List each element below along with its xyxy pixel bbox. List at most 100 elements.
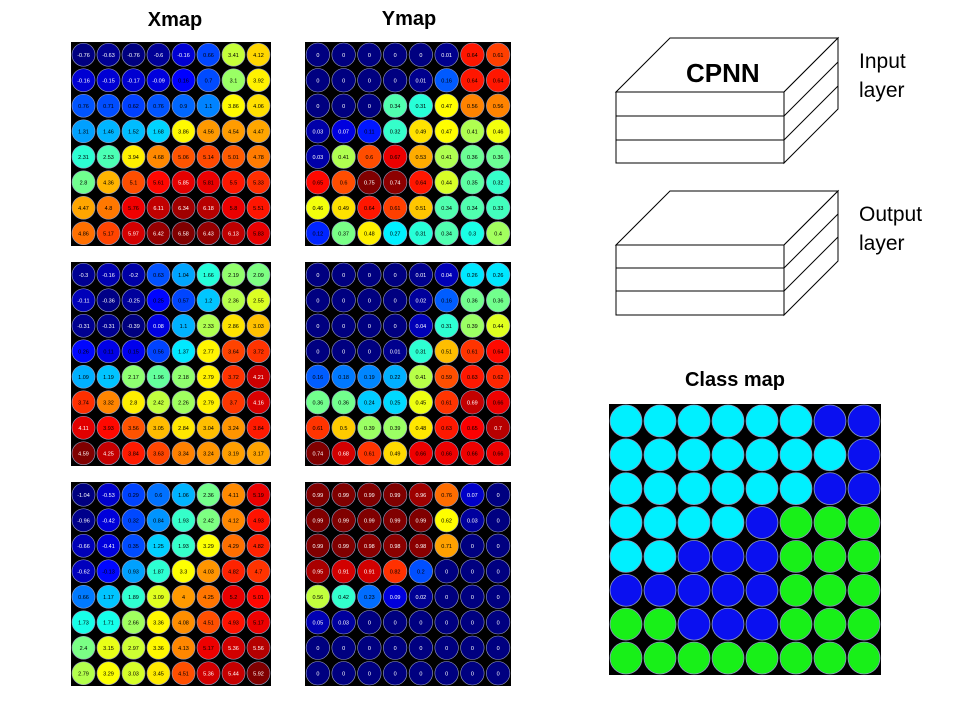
neuron-value: 0.61	[467, 349, 478, 355]
neuron-value: 0.74	[313, 451, 324, 457]
neuron-value: 1.68	[153, 129, 164, 135]
neuron-value: 0.61	[493, 53, 504, 59]
neuron-value: -0.76	[127, 53, 140, 59]
class-cell-green	[677, 641, 711, 675]
neuron-value: 0.64	[467, 78, 478, 84]
neuron-value: 1.87	[153, 569, 164, 575]
neuron-cell	[146, 482, 171, 507]
neuron-value: 0.31	[416, 231, 427, 237]
neuron-value: 0.32	[493, 180, 504, 186]
neuron-cell	[331, 42, 356, 67]
neuron-value: 1.19	[103, 375, 114, 381]
neuron-value: 3.32	[103, 400, 114, 406]
neuron-cell	[196, 482, 221, 507]
neuron-cell	[121, 635, 146, 660]
neuron-cell	[221, 170, 246, 195]
neuron-value: 0.45	[416, 400, 427, 406]
neuron-cell	[196, 584, 221, 609]
neuron-value: 0.61	[390, 206, 401, 212]
neuron-value: 0.99	[390, 518, 401, 524]
neuron-value: 0.68	[338, 451, 349, 457]
neuron-cell	[171, 508, 196, 533]
neuron-value: 0.7	[494, 426, 502, 432]
neuron-value: 2.79	[203, 375, 214, 381]
neuron-value: 0.36	[493, 155, 504, 161]
neuron-value: 4.06	[253, 104, 264, 110]
neuron-cell	[146, 68, 171, 93]
neuron-cell	[96, 42, 121, 67]
class-cell-blue	[813, 404, 847, 438]
neuron-cell	[146, 415, 171, 440]
neuron-value: 0.31	[416, 104, 427, 110]
class-cell-cyan	[745, 472, 779, 506]
neuron-value: 0	[368, 78, 371, 84]
neuron-cell	[96, 635, 121, 660]
neuron-value: 0.11	[364, 129, 374, 135]
neuron-value: 0	[342, 324, 345, 330]
neuron-value: 0	[445, 671, 448, 677]
neuron-cell	[460, 262, 485, 287]
class-cell-blue	[847, 438, 881, 472]
neuron-value: 0	[394, 78, 397, 84]
neuron-value: 5.81	[203, 180, 214, 186]
neuron-value: 3.86	[178, 129, 189, 135]
neuron-cell	[221, 508, 246, 533]
neuron-cell	[486, 262, 511, 287]
neuron-value: -0.53	[102, 493, 115, 499]
neuron-value: 4.16	[253, 400, 264, 406]
neuron-cell	[71, 68, 96, 93]
neuron-cell	[121, 288, 146, 313]
neuron-cell	[96, 390, 121, 415]
neuron-value: 0.82	[390, 569, 401, 575]
neuron-value: 3.17	[253, 451, 264, 457]
neuron-value: 0.07	[338, 129, 349, 135]
neuron-cell	[460, 170, 485, 195]
neuron-value: 0	[342, 78, 345, 84]
neuron-value: 2.53	[103, 155, 114, 161]
neuron-cell	[196, 221, 221, 246]
neuron-value: 0.64	[493, 78, 504, 84]
neuron-cell	[486, 221, 511, 246]
neuron-value: 3.3	[180, 569, 188, 575]
neuron-value: 0.66	[416, 451, 427, 457]
neuron-value: 0.02	[416, 298, 427, 304]
neuron-value: 3.15	[103, 646, 114, 652]
neuron-cell	[246, 42, 271, 67]
neuron-cell	[383, 635, 408, 660]
xmap-title: Xmap	[147, 9, 203, 31]
neuron-cell	[434, 313, 459, 338]
neuron-cell	[196, 661, 221, 686]
neuron-value: 0.66	[441, 451, 452, 457]
neuron-value: 2.55	[253, 298, 264, 304]
neuron-cell	[357, 635, 382, 660]
class-cell-green	[643, 641, 677, 675]
neuron-cell	[460, 195, 485, 220]
neuron-value: 4.13	[178, 646, 189, 652]
neuron-cell	[121, 262, 146, 287]
neuron-value: 1.71	[103, 620, 114, 626]
neuron-cell	[71, 482, 96, 507]
neuron-cell	[434, 288, 459, 313]
class-cell-cyan	[677, 404, 711, 438]
neuron-value: 4.11	[228, 493, 238, 499]
neuron-cell	[121, 221, 146, 246]
neuron-value: 0.03	[313, 155, 324, 161]
neuron-cell	[171, 415, 196, 440]
neuron-cell	[305, 415, 330, 440]
neuron-value: 0	[497, 646, 500, 652]
neuron-cell	[305, 313, 330, 338]
neuron-value: 0	[497, 671, 500, 677]
neuron-value: 0.19	[364, 375, 375, 381]
neuron-cell	[434, 559, 459, 584]
neuron-cell	[460, 661, 485, 686]
class-cell-green	[847, 540, 881, 573]
neuron-value: 0	[419, 53, 422, 59]
neuron-cell	[71, 584, 96, 609]
neuron-cell	[246, 221, 271, 246]
neuron-cell	[305, 441, 330, 466]
neuron-cell	[196, 339, 221, 364]
neuron-value: 0.3	[469, 231, 477, 237]
neuron-value: 0	[445, 646, 448, 652]
neuron-value: 0.71	[103, 104, 114, 110]
neuron-value: 0	[368, 349, 371, 355]
